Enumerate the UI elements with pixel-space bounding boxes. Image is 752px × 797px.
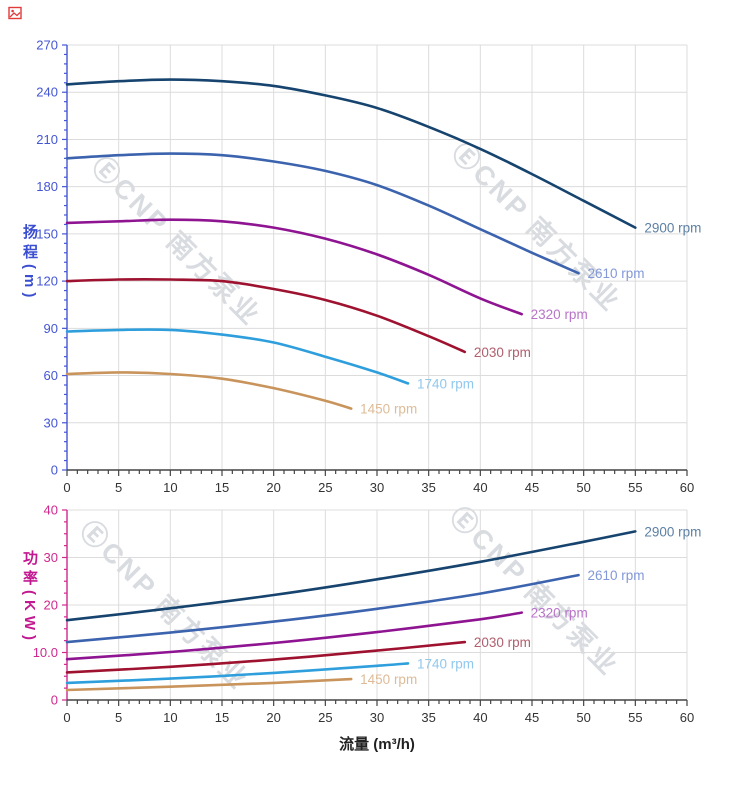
y-tick-label: 20 [44,598,58,613]
y-tick-label: 0 [51,693,58,708]
curve-1450-rpm [65,371,353,410]
x-tick-label: 50 [576,710,590,725]
y-tick-label: 120 [36,274,58,289]
curve-1450-rpm [65,677,353,692]
x-tick-label: 55 [628,710,642,725]
x-tick-label: 40 [473,480,487,495]
curve-label-2320-rpm: 2320 rpm [531,307,588,322]
curve-2030-rpm [65,278,467,354]
y-tick-label: 60 [44,368,58,383]
y-tick-label: 0 [51,463,58,478]
curve-label-2030-rpm: 2030 rpm [474,345,531,360]
y-tick-label: 210 [36,132,58,147]
flow-axis-title: 流量 (m³/h) [339,736,415,753]
y-tick-label: 240 [36,85,58,100]
x-tick-label: 35 [421,480,435,495]
x-tick-label: 30 [370,480,384,495]
curve-2610-rpm [65,152,580,275]
x-tick-label: 15 [215,480,229,495]
x-tick-label: 20 [266,710,280,725]
curve-label-2610-rpm: 2610 rpm [588,266,645,281]
curve-2900-rpm [65,78,637,229]
y-tick-label: 180 [36,179,58,194]
x-tick-label: 35 [421,710,435,725]
curve-label-2900-rpm: 2900 rpm [644,524,701,539]
y-tick-label: 40 [44,503,58,518]
power-chart: 0 10.0 20 30 40 0 5 10 15 20 25 30 35 40 45 50 55 60 2900 … [33,503,702,726]
x-tick-label: 25 [318,480,332,495]
x-tick-label: 40 [473,710,487,725]
curve-label-2900-rpm: 2900 rpm [644,221,701,236]
curve-1740-rpm [65,662,410,685]
x-tick-label: 30 [370,710,384,725]
x-tick-label: 60 [680,710,694,725]
y-tick-label: 30 [44,415,58,430]
x-tick-label: 45 [525,710,539,725]
curve-2320-rpm [65,611,523,661]
x-tick-label: 5 [115,480,122,495]
curve-1740-rpm [65,328,410,385]
x-tick-label: 10 [163,710,177,725]
curve-2900-rpm [65,530,637,622]
x-tick-label: 20 [266,480,280,495]
curve-label-1450-rpm: 1450 rpm [360,672,417,687]
curve-2030-rpm [65,640,467,674]
x-tick-label: 10 [163,480,177,495]
x-tick-label: 0 [63,480,70,495]
curve-label-1450-rpm: 1450 rpm [360,402,417,417]
curve-label-1740-rpm: 1740 rpm [417,656,474,671]
curve-2320-rpm [65,218,523,316]
y-tick-label: 90 [44,321,58,336]
curve-label-2610-rpm: 2610 rpm [588,568,645,583]
head-chart: 0 30 60 90 120 150 180 210 240 270 0 5 10 15 20 25 30 35 4… [36,38,701,496]
y-tick-label: 150 [36,226,58,241]
y-tick-label: 10.0 [33,645,58,660]
x-tick-label: 25 [318,710,332,725]
curve-label-2030-rpm: 2030 rpm [474,635,531,650]
x-tick-label: 55 [628,480,642,495]
y-tick-label: 30 [44,550,58,565]
curve-label-1740-rpm: 1740 rpm [417,376,474,391]
curve-2610-rpm [65,573,580,644]
x-tick-label: 15 [215,710,229,725]
x-tick-label: 0 [63,710,70,725]
x-tick-label: 5 [115,710,122,725]
power-axis-title: 功率(KW) [21,550,38,645]
head-axis-title: 扬程(m) [21,224,38,303]
x-tick-label: 60 [680,480,694,495]
y-tick-label: 270 [36,38,58,53]
curve-label-2320-rpm: 2320 rpm [531,606,588,621]
x-tick-label: 45 [525,480,539,495]
broken-image-icon [8,6,22,20]
x-tick-label: 50 [576,480,590,495]
